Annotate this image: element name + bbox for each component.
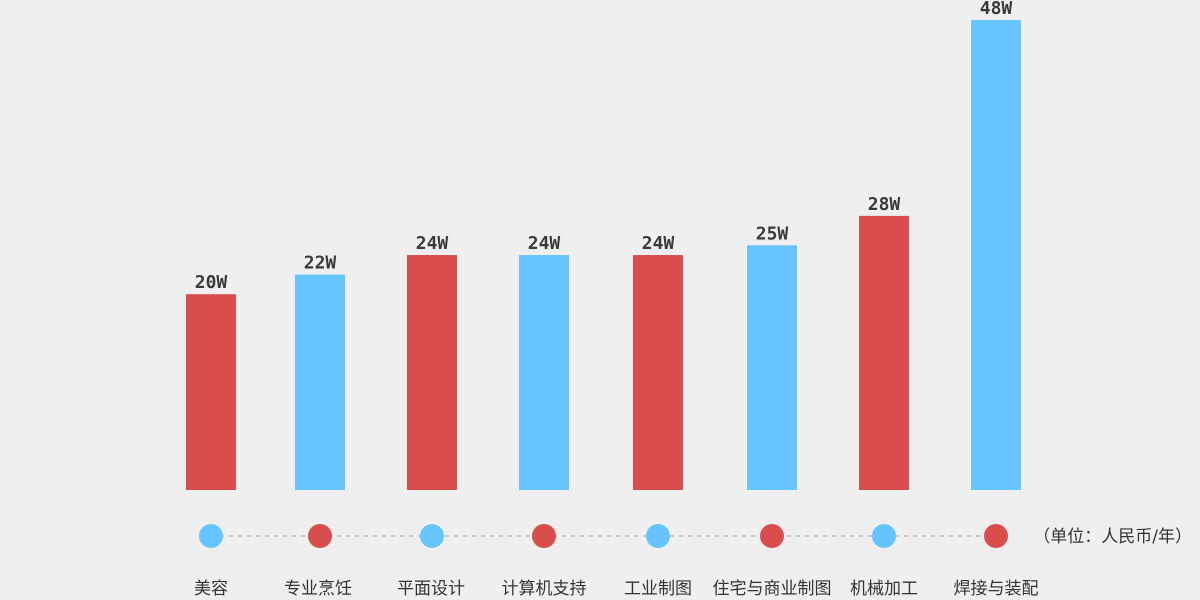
bar-7 [971,20,1021,491]
category-label-7: 焊接与装配 [954,579,1039,599]
category-label-0: 美容 [194,579,228,599]
timeline-dot-2 [420,524,444,548]
bar-2 [407,255,457,490]
bar-6 [859,215,909,490]
bars-group [186,20,1021,491]
bar-value-label-7: 48W [980,0,1013,19]
bar-value-label-0: 20W [195,272,228,293]
bar-1 [295,274,345,490]
timeline-dot-4 [646,524,670,548]
category-label-6: 机械加工 [850,579,918,599]
category-label-1: 专业烹饪 [284,578,352,599]
timeline-dot-3 [532,524,556,548]
bar-5 [747,245,797,490]
timeline-dot-7 [984,524,1008,548]
bar-value-label-3: 24W [528,233,561,254]
category-labels-group: 美容 专业烹饪 平面设计 计算机支持 工业制图 住宅与商业制图 机械加工 焊接与装配 [194,578,1039,599]
bar-0 [186,294,236,490]
timeline-dot-1 [308,524,332,548]
category-label-3: 计算机支持 [502,579,587,599]
timeline-dot-5 [760,524,784,548]
timeline-dot-6 [872,524,896,548]
bar-value-label-1: 22W [304,253,337,274]
timeline-dots-group [199,524,1008,548]
category-label-5: 住宅与商业制图 [713,579,832,599]
bar-value-label-2: 24W [416,233,449,254]
value-labels-group: 20W 22W 24W 24W 24W 25W 28W 48W [195,0,1013,293]
bar-value-label-6: 28W [868,194,901,215]
bar-4 [633,255,683,490]
unit-note: （单位：人民币/年） [1033,527,1192,547]
timeline-dot-0 [199,524,223,548]
bar-3 [519,255,569,490]
bar-value-label-5: 25W [756,223,789,244]
category-label-2: 平面设计 [397,579,465,599]
category-label-4: 工业制图 [624,579,692,599]
bar-value-label-4: 24W [642,233,675,254]
